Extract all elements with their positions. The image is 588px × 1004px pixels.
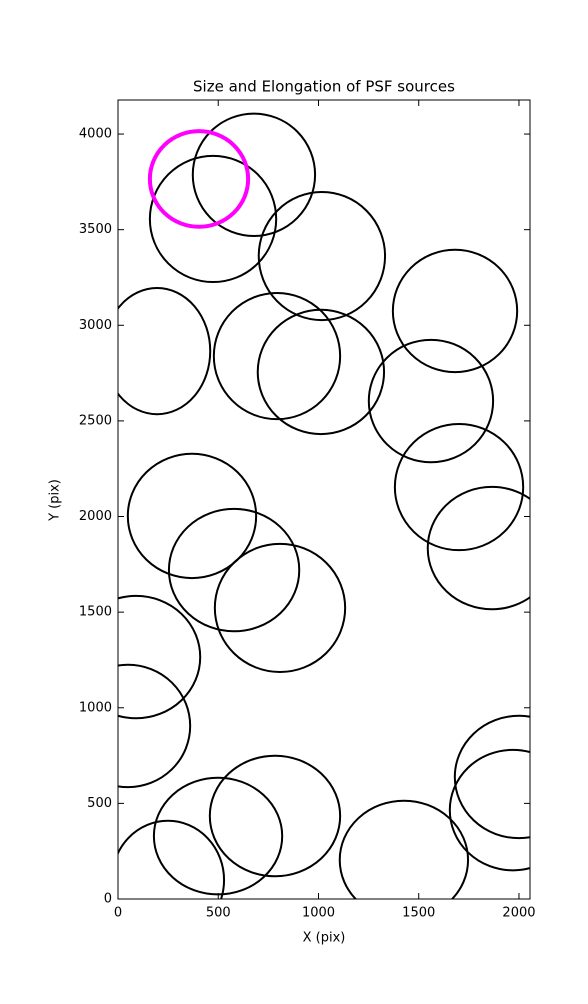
psf-source: [191, 112, 317, 237]
x-tick-label: 0: [114, 906, 122, 921]
y-tick-label: 2000: [79, 509, 112, 524]
psf-source: [426, 485, 530, 611]
psf-source: [338, 799, 470, 899]
plot-area: [118, 112, 530, 899]
psf-source: [391, 248, 519, 374]
psf-source: [118, 287, 212, 416]
psf-source: [448, 748, 530, 872]
psf-source: [118, 819, 226, 899]
psf-source: [257, 190, 387, 322]
chart-title: Size and Elongation of PSF sources: [193, 78, 455, 96]
y-axis-label: Y (pix): [48, 479, 63, 522]
y-tick-label: 3000: [79, 318, 112, 333]
y-tick-label: 1500: [79, 605, 112, 620]
psf-source: [393, 422, 525, 552]
psf-source: [367, 338, 495, 464]
y-tick-label: 1000: [79, 700, 112, 715]
y-tick-label: 3500: [79, 222, 112, 237]
x-axis-label: X (pix): [303, 931, 346, 946]
y-tick-label: 0: [104, 892, 112, 907]
psf-source: [147, 129, 251, 229]
psf-source: [453, 714, 530, 840]
psf-source: [148, 154, 278, 284]
x-tick-label: 1500: [402, 906, 435, 921]
psf-source: [126, 452, 258, 580]
y-tick-label: 4000: [79, 127, 112, 142]
psf-source: [208, 754, 342, 878]
y-tick-label: 2500: [79, 413, 112, 428]
psf-source: [212, 291, 342, 421]
psf-source: [118, 663, 192, 789]
x-tick-label: 1000: [302, 906, 335, 921]
psf-source: [213, 542, 347, 673]
x-tick-label: 500: [206, 906, 231, 921]
x-tick-label: 2000: [502, 906, 535, 921]
axes-frame: [117, 99, 531, 900]
psf-source: [256, 308, 386, 436]
psf-source: [167, 507, 301, 633]
y-tick-label: 500: [87, 796, 112, 811]
psf-source: [118, 594, 202, 720]
